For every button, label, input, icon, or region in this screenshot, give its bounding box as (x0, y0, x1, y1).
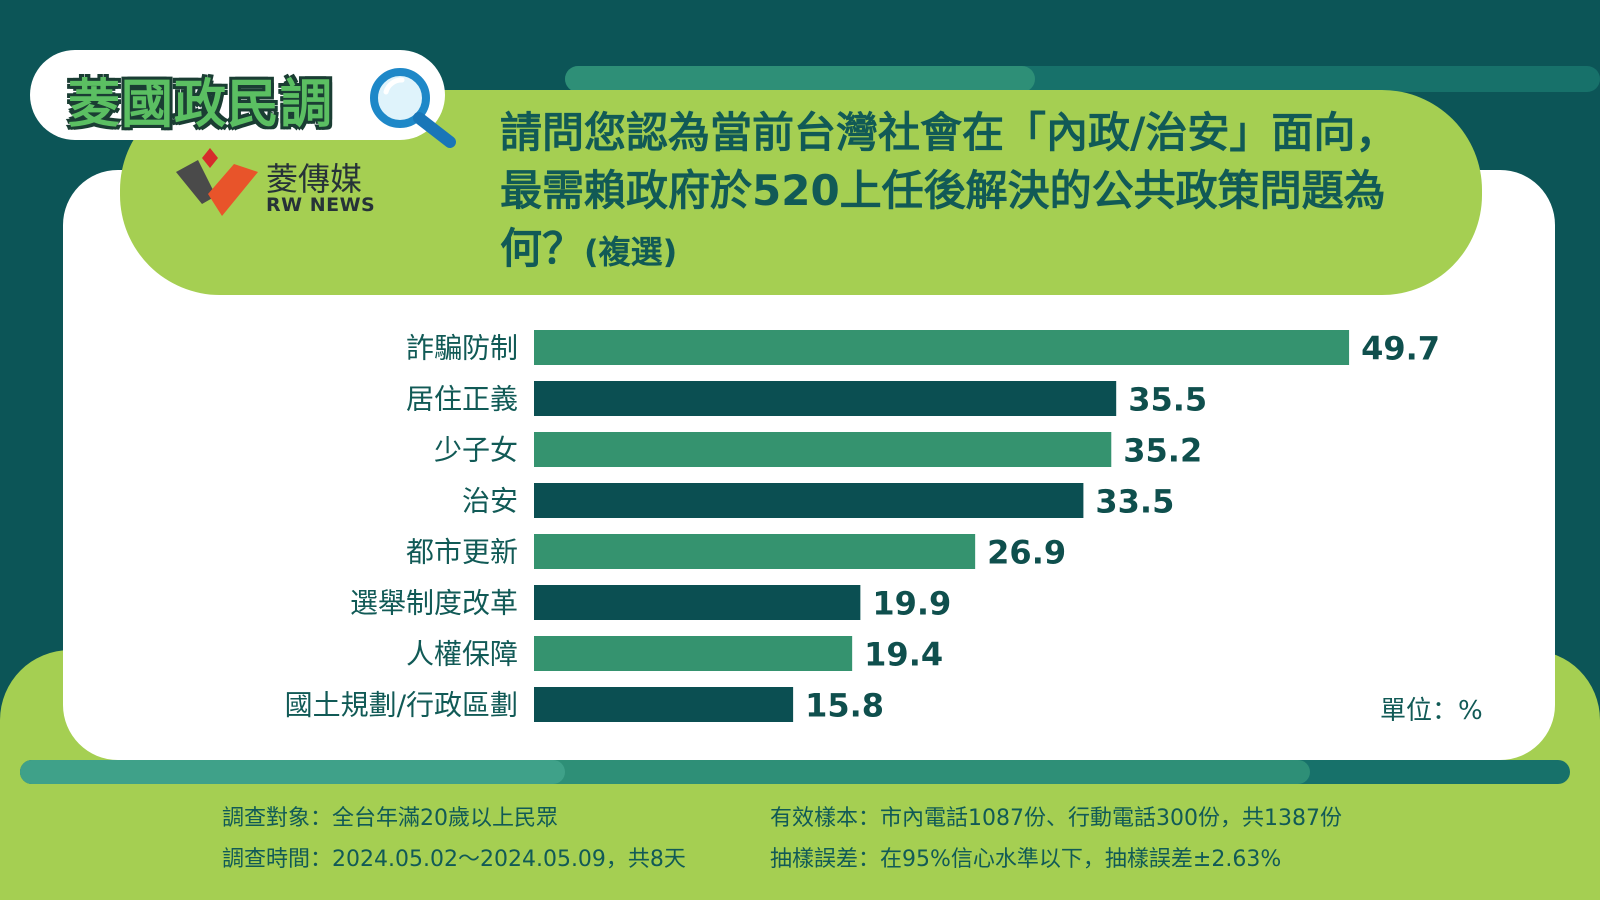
value-label: 15.8 (805, 687, 884, 725)
magnifier-icon (370, 68, 456, 148)
category-label: 居住正義 (406, 383, 518, 416)
category-label: 少子女 (434, 434, 518, 467)
poll-badge-title: 菱國政民調 (68, 75, 334, 135)
survey-period: 調查時間：2024.05.02～2024.05.09，共8天 (222, 847, 686, 872)
survey-sample: 有效樣本：市內電話1087份、行動電話300份，共1387份 (770, 806, 1342, 831)
value-label: 26.9 (987, 534, 1066, 572)
category-label: 治安 (462, 485, 518, 518)
bar-2 (534, 381, 1117, 416)
bar-3 (534, 432, 1112, 467)
value-label: 19.9 (872, 585, 951, 623)
value-label: 49.7 (1361, 330, 1440, 368)
bar-7 (534, 636, 853, 671)
bottom-decor-stripe-light (20, 760, 565, 784)
survey-question-main: 請問您認為當前台灣社會在「內政/治安」面向，最需賴政府於520上任後解決的公共政… (500, 108, 1398, 273)
category-label: 人權保障 (406, 638, 518, 671)
value-label: 19.4 (864, 636, 943, 674)
unit-label: 單位：% (1380, 696, 1483, 726)
bar-6 (534, 585, 861, 620)
value-label: 35.5 (1128, 381, 1207, 419)
top-decor-stripe-highlight (565, 66, 1035, 92)
survey-target: 調查對象：全台年滿20歲以上民眾 (222, 806, 558, 831)
logo-subtitle: RW NEWS (266, 194, 376, 216)
category-label: 選舉制度改革 (350, 587, 518, 620)
category-label: 國土規劃/行政區劃 (285, 689, 518, 722)
survey-question: 請問您認為當前台灣社會在「內政/治安」面向，最需賴政府於520上任後解決的公共政… (500, 104, 1400, 281)
bar-4 (534, 483, 1084, 518)
survey-error: 抽樣誤差：在95%信心水準以下，抽樣誤差±2.63% (770, 847, 1282, 872)
bar-5 (534, 534, 976, 569)
value-label: 35.2 (1123, 432, 1202, 470)
logo-name: 菱傳媒 (266, 160, 363, 198)
survey-question-note: (複選) (584, 233, 678, 271)
rw-news-logo-icon (176, 148, 258, 216)
value-label: 33.5 (1095, 483, 1174, 521)
bar-1 (534, 330, 1350, 365)
category-label: 都市更新 (406, 536, 518, 569)
category-label: 詐騙防制 (406, 332, 518, 365)
bar-8 (534, 687, 794, 722)
